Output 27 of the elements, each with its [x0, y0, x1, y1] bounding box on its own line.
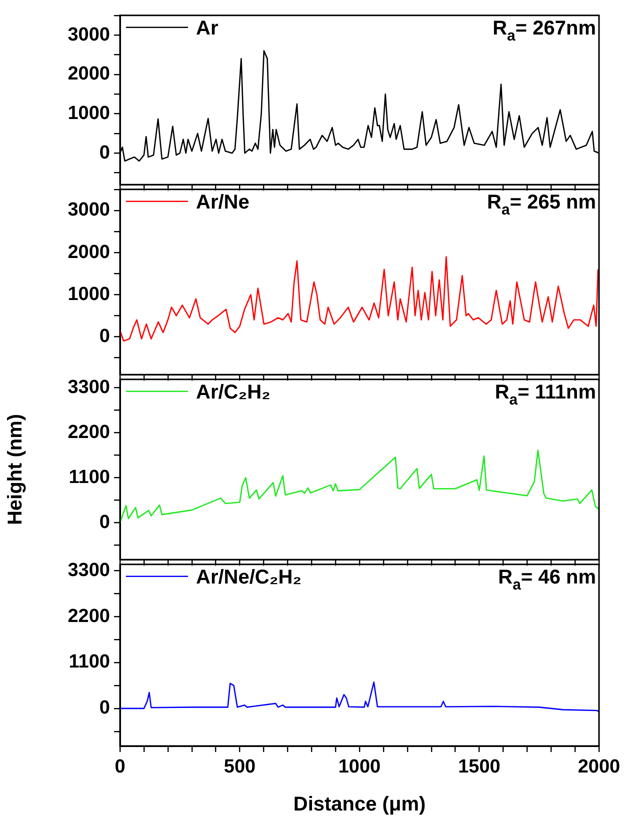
y-tick-label: 0 — [99, 512, 110, 533]
x-tick-label: 1500 — [458, 756, 500, 778]
y-tick-label: 0 — [99, 142, 110, 164]
y-tick-label: 2200 — [68, 606, 110, 627]
x-tick-label: 500 — [224, 756, 256, 778]
y-tick-label: 0 — [99, 698, 110, 719]
x-tick-label: 1000 — [338, 756, 381, 778]
y-tick-label: 1000 — [68, 103, 110, 124]
x-axis-title: Distance (μm) — [293, 794, 426, 816]
y-axis-title: Height (nm) — [4, 414, 27, 526]
y-tick-label: 3000 — [68, 24, 110, 46]
legend-label: Ar/Ne/C₂H₂ — [196, 566, 302, 588]
y-tick-label: 3300 — [68, 376, 110, 398]
y-tick-label: 0 — [99, 326, 110, 347]
x-tick-label: 0 — [114, 756, 126, 778]
y-tick-label: 2200 — [68, 422, 110, 443]
legend-label: Ar/Ne — [196, 191, 250, 214]
y-tick-label: 3000 — [68, 200, 110, 221]
y-tick-label: 1000 — [68, 284, 110, 305]
y-tick-label: 2000 — [68, 64, 110, 85]
x-tick-label: 2000 — [578, 756, 620, 778]
legend-label: Ar — [196, 17, 218, 40]
legend-label: Ar/C₂H₂ — [196, 381, 270, 404]
y-tick-label: 3300 — [68, 560, 110, 581]
y-tick-label: 1100 — [68, 652, 110, 673]
y-tick-label: 2000 — [68, 242, 110, 263]
y-tick-label: 1100 — [68, 466, 110, 488]
